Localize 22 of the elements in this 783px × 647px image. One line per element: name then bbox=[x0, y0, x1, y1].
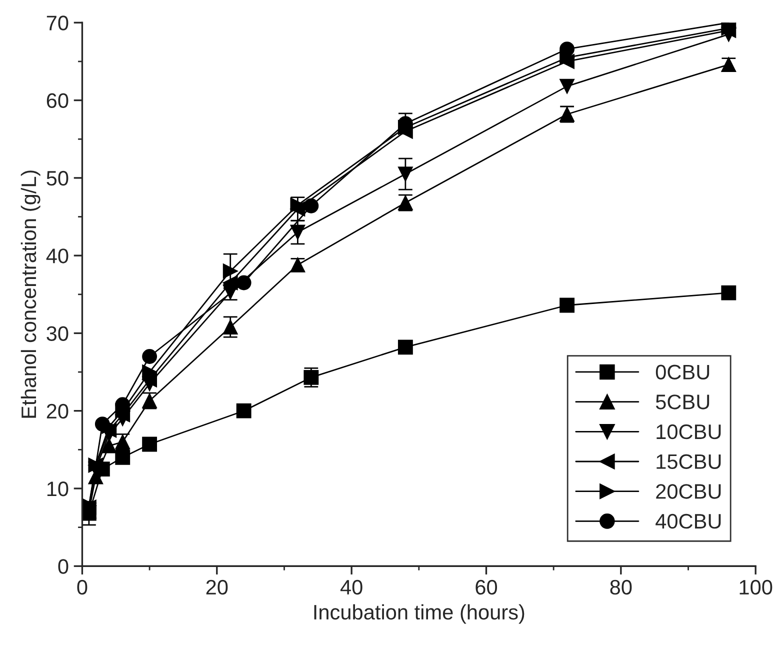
y-tick-label: 10 bbox=[47, 481, 68, 496]
x-tick-label: 20 bbox=[206, 580, 228, 595]
y-tick-label: 70 bbox=[46, 16, 68, 30]
y-axis-title: Ethanol concentration (g/L) bbox=[20, 170, 40, 418]
y-tick-label: 0 bbox=[58, 559, 68, 574]
y-tick-label: 30 bbox=[46, 326, 68, 341]
legend-label: 40CBU bbox=[656, 514, 721, 529]
legend-label: 0CBU bbox=[656, 364, 710, 380]
legend-label: 10CBU bbox=[656, 424, 721, 440]
x-tick-label: 40 bbox=[340, 580, 362, 595]
x-tick-label: 0 bbox=[77, 580, 88, 595]
x-tick-label: 60 bbox=[476, 580, 498, 595]
x-axis-title: Incubation time (hours) bbox=[314, 604, 524, 624]
y-tick-label: 20 bbox=[46, 404, 68, 419]
y-tick-label: 60 bbox=[46, 93, 68, 108]
legend-label: 20CBU bbox=[656, 484, 721, 499]
legend-label: 5CBU bbox=[656, 394, 710, 410]
x-tick-label: 80 bbox=[610, 580, 632, 595]
y-tick-label: 40 bbox=[46, 248, 68, 264]
x-tick-label: 100 bbox=[740, 580, 772, 595]
y-tick-label: 50 bbox=[46, 170, 68, 186]
legend-label: 15CBU bbox=[656, 454, 721, 469]
